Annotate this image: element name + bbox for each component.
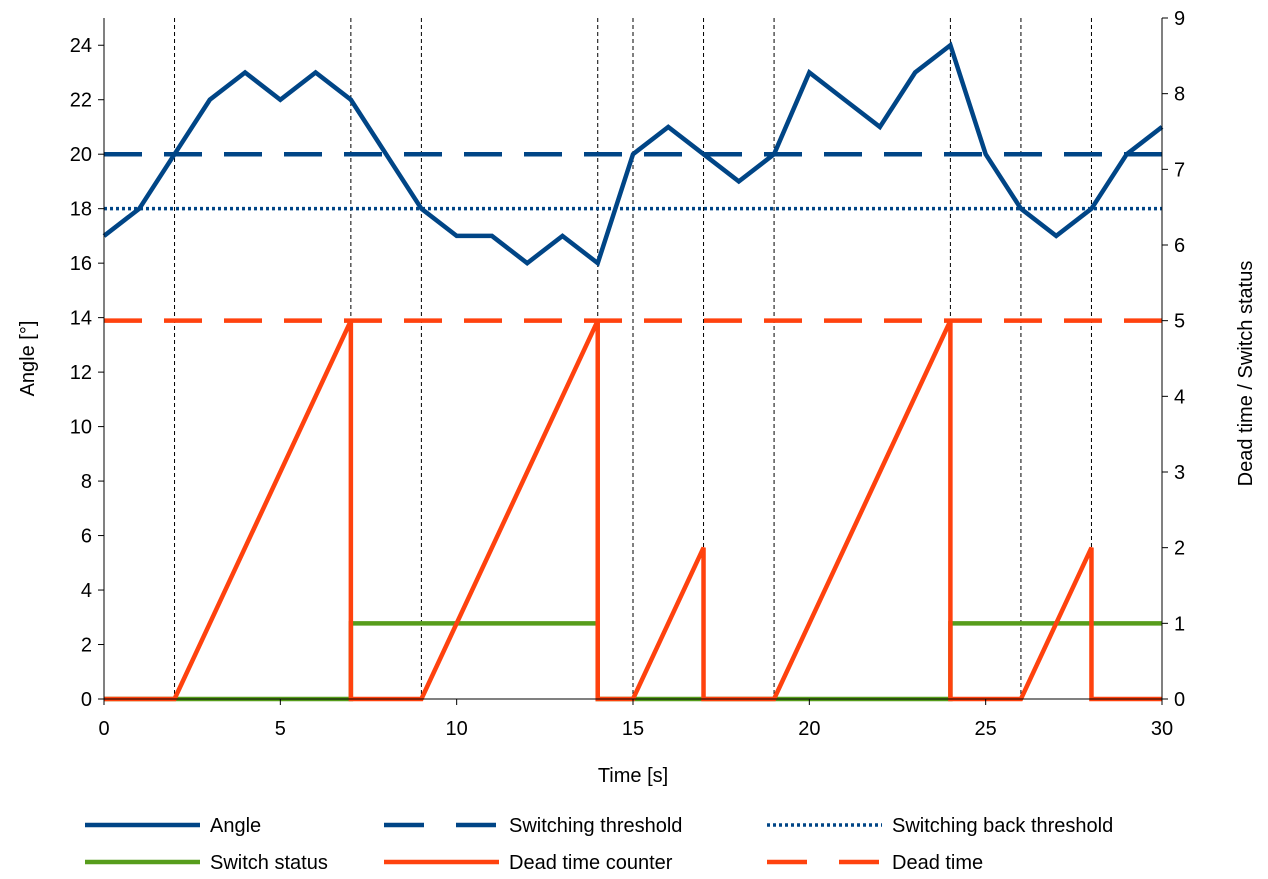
x-tick-label: 30	[1151, 718, 1173, 740]
series-line	[104, 319, 1162, 702]
y2-tick-label: 8	[1174, 84, 1185, 106]
y-tick-label: 0	[81, 689, 92, 711]
y2-tick-label: 1	[1174, 613, 1185, 635]
legend-label: Angle	[210, 815, 261, 837]
x-tick-label: 10	[446, 718, 468, 740]
y-tick-label: 14	[70, 308, 92, 330]
y-tick-label: 4	[81, 580, 92, 602]
legend-label: Switching back threshold	[892, 815, 1113, 837]
y2-tick-label: 9	[1174, 8, 1185, 30]
series-layer	[102, 41, 1164, 702]
y2-tick-label: 7	[1174, 159, 1185, 181]
x-tick-label: 25	[975, 718, 997, 740]
y-tick-label: 8	[81, 471, 92, 493]
y-tick-label: 18	[70, 199, 92, 221]
y-tick-label: 22	[70, 90, 92, 112]
series-line	[102, 41, 1164, 267]
y2-tick-label: 2	[1174, 538, 1185, 560]
y-tick-label: 16	[70, 253, 92, 275]
legend-label: Switch status	[210, 852, 328, 874]
x-tick-label: 5	[275, 718, 286, 740]
y2-tick-label: 4	[1174, 386, 1185, 408]
y2-tick-label: 0	[1174, 689, 1185, 711]
y-tick-label: 10	[70, 417, 92, 439]
y-tick-label: 20	[70, 144, 92, 166]
legend-label: Switching threshold	[509, 815, 682, 837]
legend-label: Dead time counter	[509, 852, 673, 874]
legend-label: Dead time	[892, 852, 983, 874]
y-axis-title: Angle [°]	[17, 321, 39, 397]
y2-axis-title: Dead time / Switch status	[1235, 261, 1257, 487]
y-tick-label: 12	[70, 362, 92, 384]
event-lines	[174, 18, 1092, 699]
x-tick-label: 15	[622, 718, 644, 740]
y2-tick-label: 5	[1174, 311, 1185, 333]
legend: Angle Switching threshold Switching back t…	[85, 815, 1113, 874]
x-axis-title: Time [s]	[598, 765, 668, 787]
y-tick-label: 24	[70, 35, 92, 57]
y-tick-label: 2	[81, 635, 92, 657]
y2-tick-label: 6	[1174, 235, 1185, 257]
y-tick-label: 6	[81, 526, 92, 548]
x-tick-label: 20	[798, 718, 820, 740]
y2-tick-label: 3	[1174, 462, 1185, 484]
x-tick-label: 0	[98, 718, 109, 740]
